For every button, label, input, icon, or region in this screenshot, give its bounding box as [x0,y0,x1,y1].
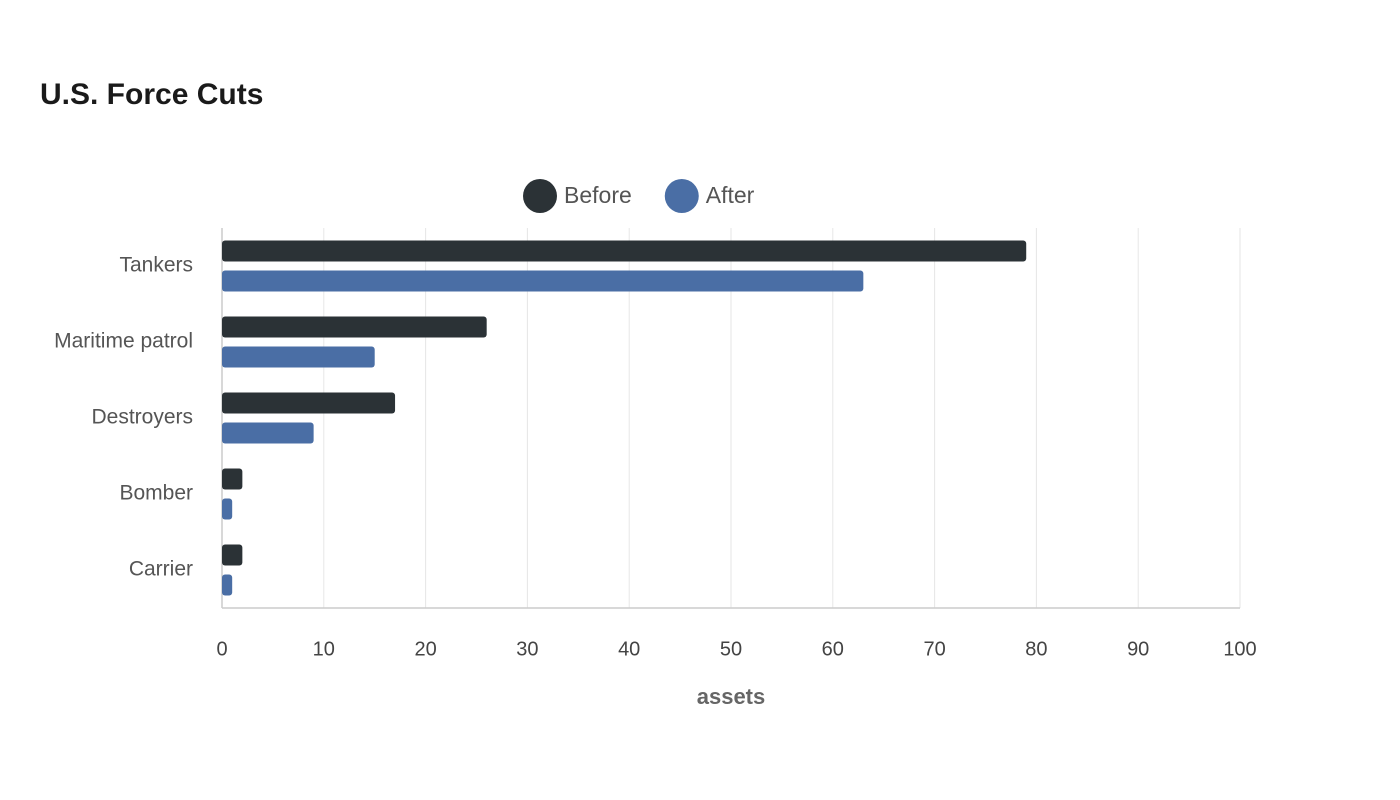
bar [222,346,375,368]
x-tick-label: 60 [822,638,844,660]
chart-title: U.S. Force Cuts [40,78,263,111]
bar [222,422,314,444]
x-tick-label: 70 [923,638,945,660]
bar [222,392,396,414]
y-tick-label: Tankers [119,254,193,277]
bar [222,498,233,520]
legend-marker [664,179,699,213]
bar [222,468,243,490]
x-tick-label: 90 [1127,638,1149,660]
bar [222,544,243,566]
y-tick-label: Destroyers [91,406,193,429]
x-tick-label: 80 [1025,638,1047,660]
legend-marker [523,179,557,213]
legend-label: After [706,182,755,208]
x-tick-label: 30 [516,638,538,660]
y-tick-label: Carrier [129,558,193,581]
x-tick-label: 40 [618,638,640,660]
bar [222,316,487,338]
x-tick-label: 100 [1223,638,1256,660]
y-tick-label: Bomber [119,482,193,505]
legend-label: Before [564,182,632,208]
bar [222,240,1027,262]
y-tick-label: Maritime patrol [54,330,193,353]
bar [222,574,233,596]
x-tick-label: 20 [414,638,436,660]
x-axis-title: assets [697,684,766,709]
x-tick-label: 0 [216,638,227,660]
bar [222,270,864,292]
x-tick-label: 50 [720,638,742,660]
x-tick-label: 10 [313,638,335,660]
